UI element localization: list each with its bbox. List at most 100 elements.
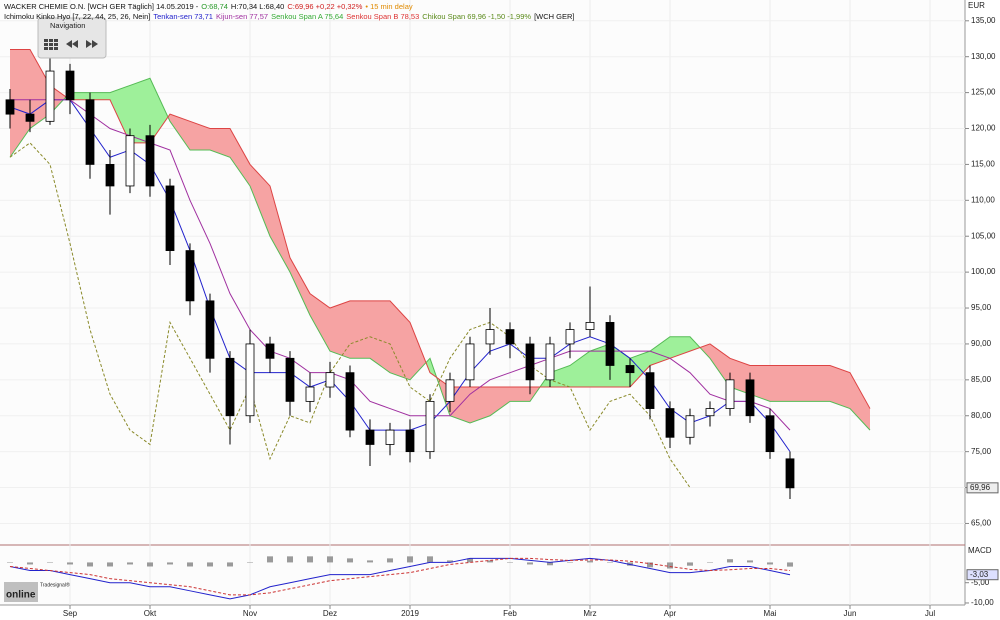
- cloud-segment: [130, 78, 150, 143]
- cloud-segment: [790, 365, 810, 402]
- histogram-bar: [47, 562, 53, 563]
- cloud-segment: [10, 49, 30, 158]
- indicator: Ichimoku Kinko Hyo [7, 22, 44, 25, 26, N…: [4, 12, 151, 21]
- candle-body: [685, 415, 695, 438]
- candle-body: [145, 135, 155, 187]
- y-tick-label: 65,00: [971, 519, 992, 528]
- candle-body: [465, 343, 475, 381]
- candle-body: [305, 386, 315, 402]
- macd-line: [9, 557, 791, 600]
- cloud-segment: [310, 293, 330, 352]
- y-tick-label: 105,00: [971, 231, 996, 240]
- cloud-segment: [30, 49, 50, 129]
- forward-icon[interactable]: [86, 40, 98, 48]
- candle-body: [345, 372, 355, 431]
- candle-body: [165, 185, 175, 251]
- candle-body: [665, 408, 675, 438]
- cloud-segment: [170, 114, 190, 151]
- histogram-bar: [287, 556, 293, 563]
- candle-body: [725, 379, 735, 409]
- histogram-bar: [187, 562, 193, 567]
- cloud-segment: [230, 128, 250, 186]
- y-tick-label: 85,00: [971, 375, 992, 384]
- x-tick-label: Sep: [63, 609, 78, 618]
- high-low: H:70,34 L:68,40: [230, 2, 285, 11]
- cloud-segment: [270, 185, 290, 273]
- cloud-segment: [690, 336, 700, 352]
- histogram-bar: [507, 562, 513, 563]
- y-tick-label: 90,00: [971, 339, 992, 348]
- cloud-segment: [510, 387, 530, 402]
- indicator-line: [10, 99, 791, 431]
- candle-body: [185, 250, 195, 302]
- rewind-icon[interactable]: [66, 40, 78, 48]
- histogram-bar: [167, 562, 173, 565]
- price-tag-label: -3,03: [970, 570, 989, 579]
- y-tick-label: 135,00: [971, 16, 996, 25]
- candle-body: [745, 379, 755, 417]
- histogram-bar: [207, 562, 213, 567]
- cloud-segment: [490, 387, 510, 416]
- histogram-bar: [427, 556, 433, 563]
- candle-body: [105, 164, 115, 187]
- histogram-bar: [267, 556, 273, 563]
- cloud-segment: [390, 300, 410, 380]
- x-tick-label: Dez: [323, 609, 337, 618]
- y-tick-label: 130,00: [971, 52, 996, 61]
- cloud-segment: [730, 358, 750, 395]
- x-tick-label: Jul: [925, 609, 935, 618]
- histogram-bar: [447, 560, 453, 563]
- kijun-label: Kijun-sen 77,57: [215, 12, 269, 21]
- candle-body: [45, 70, 55, 122]
- histogram-bar: [487, 560, 493, 563]
- candle-body: [445, 379, 455, 402]
- grid-icon[interactable]: [44, 39, 58, 50]
- cloud-segment: [70, 92, 90, 100]
- price-tag-box: [966, 569, 999, 581]
- candle-body: [385, 429, 395, 445]
- histogram-bar: [787, 562, 793, 567]
- cloud-segment: [570, 351, 590, 388]
- cloud-segment: [90, 92, 110, 100]
- x-tick-label: Apr: [664, 609, 677, 618]
- histogram-bar: [227, 562, 233, 567]
- x-tick-label: Mai: [764, 609, 777, 618]
- cloud-segment: [370, 300, 390, 373]
- histogram-bar: [727, 559, 733, 563]
- candle-body: [765, 415, 775, 453]
- y-tick-label: 115,00: [971, 160, 995, 169]
- histogram-bar: [327, 556, 333, 563]
- candle-body: [5, 99, 15, 115]
- y-tick-label: 120,00: [971, 124, 996, 133]
- histogram-bar: [7, 562, 13, 563]
- macd-line: [9, 557, 791, 596]
- histogram-bar: [567, 562, 573, 563]
- candle-body: [565, 329, 575, 345]
- histogram-bar: [747, 560, 753, 563]
- histogram-bar: [667, 562, 673, 569]
- histogram-bar: [67, 562, 73, 565]
- cloud-segment: [110, 85, 130, 143]
- instrument: WACKER CHEMIE O.N. [WCH GER Täglich] 14.…: [4, 2, 199, 11]
- indicator-line: [9, 99, 791, 452]
- cloud-segment: [590, 343, 610, 388]
- span-b-label: Senkou Span B 78,53: [346, 12, 420, 21]
- x-tick-label: Jun: [844, 609, 857, 618]
- candle-body: [545, 343, 555, 381]
- y-tick-label: 100,00: [971, 267, 996, 276]
- histogram-bar: [647, 562, 653, 568]
- histogram-bar: [27, 562, 33, 565]
- histogram-bar: [587, 560, 593, 563]
- histogram-bar: [87, 562, 93, 567]
- candle-body: [485, 329, 495, 345]
- navigation-widget[interactable]: Navigation: [37, 17, 107, 59]
- cloud-segment: [250, 164, 270, 237]
- cloud-segment: [750, 365, 770, 402]
- histogram-bar: [547, 562, 553, 566]
- span-a-label: Senkou Span A 75,64: [271, 12, 344, 21]
- histogram-bar: [607, 562, 613, 563]
- histogram-bar: [147, 562, 153, 567]
- candle-body: [285, 357, 295, 402]
- price-tag-box: [966, 482, 999, 494]
